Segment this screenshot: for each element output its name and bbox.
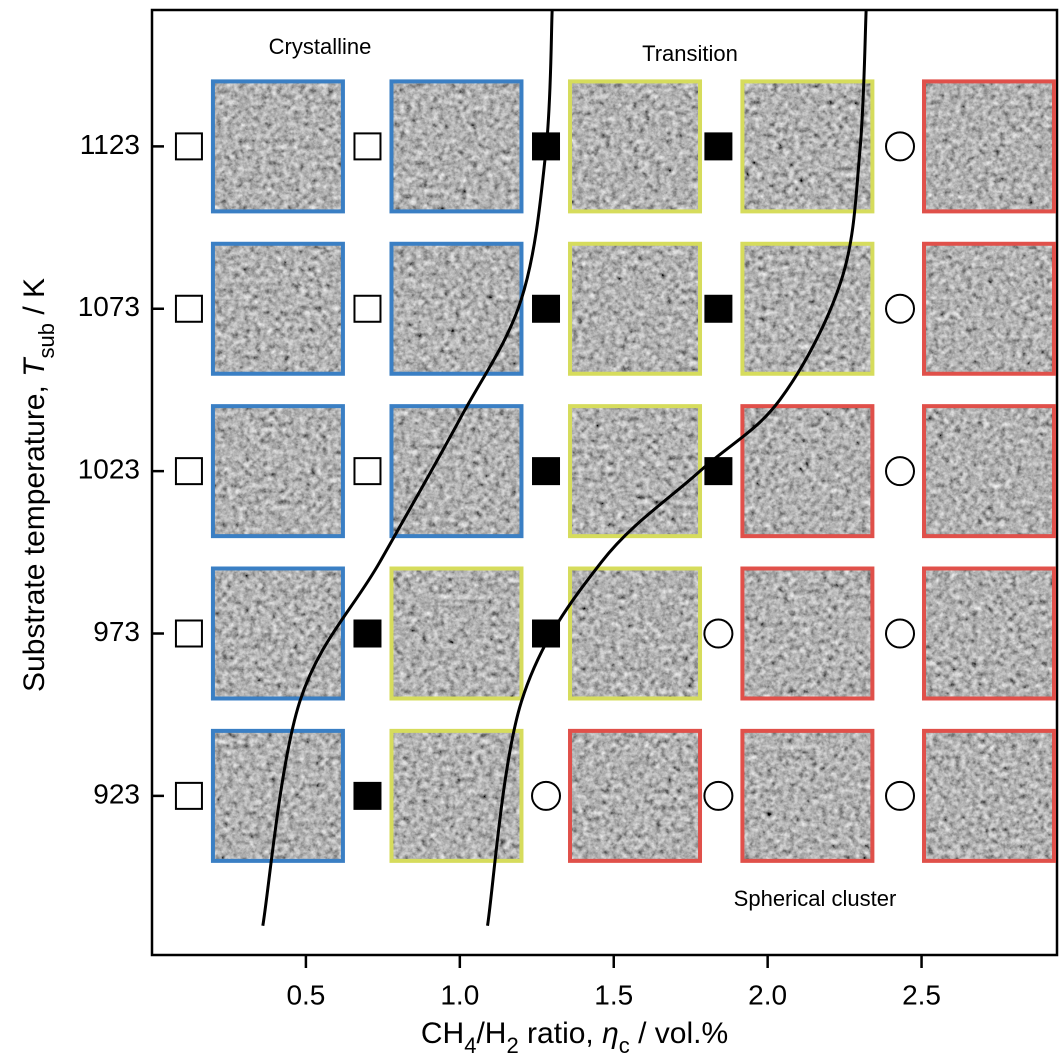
axis-label-part: 2 — [506, 1033, 518, 1058]
micrograph — [742, 569, 872, 699]
x-tick-label: 2.5 — [902, 979, 941, 1010]
marker — [704, 620, 732, 648]
marker — [886, 457, 914, 485]
axis-label-part: η — [602, 1017, 619, 1050]
marker — [532, 782, 560, 810]
micrograph — [213, 731, 343, 861]
micrograph — [570, 569, 700, 699]
micrograph — [391, 569, 521, 699]
micrograph — [924, 244, 1054, 374]
micrograph — [924, 81, 1054, 211]
micrograph — [213, 244, 343, 374]
axis-label-part: / vol.% — [630, 1017, 728, 1050]
marker — [354, 783, 380, 809]
y-tick-label: 923 — [93, 778, 140, 809]
x-tick-label: 1.5 — [594, 979, 633, 1010]
micrograph — [742, 81, 872, 211]
axis-label-part: /H — [476, 1017, 506, 1050]
marker — [176, 133, 202, 159]
region-label: Crystalline — [269, 34, 372, 59]
marker — [886, 132, 914, 160]
micrograph — [213, 406, 343, 536]
marker — [886, 782, 914, 810]
micrograph — [924, 731, 1054, 861]
micrograph — [391, 81, 521, 211]
y-axis-label: Substrate temperature, Tsub / K — [18, 278, 59, 692]
axis-label-part: / K — [18, 278, 51, 323]
x-axis-label: CH4/H2 ratio, ηc / vol.% — [421, 1017, 728, 1058]
marker — [354, 133, 380, 159]
y-tick-label: 1123 — [80, 129, 140, 160]
marker — [705, 133, 731, 159]
axis-label-part: Substrate temperature, — [18, 377, 51, 692]
region-label: Transition — [642, 41, 738, 66]
axis-label-part: sub — [34, 323, 59, 358]
marker — [705, 458, 731, 484]
micrograph — [391, 244, 521, 374]
marker — [354, 458, 380, 484]
x-tick-label: 2.0 — [748, 979, 787, 1010]
marker — [886, 620, 914, 648]
micrograph — [570, 406, 700, 536]
y-tick-label: 1023 — [78, 454, 140, 485]
axis-label-part: ratio, — [519, 1017, 602, 1050]
marker — [533, 621, 559, 647]
micrograph — [213, 81, 343, 211]
x-tick-label: 1.0 — [440, 979, 479, 1010]
micrograph — [742, 406, 872, 536]
axis-label-part: 4 — [464, 1033, 476, 1058]
axis-label-part: CH — [421, 1017, 464, 1050]
micrograph — [213, 569, 343, 699]
micrograph — [924, 406, 1054, 536]
marker — [354, 296, 380, 322]
marker — [533, 458, 559, 484]
marker — [176, 296, 202, 322]
marker — [533, 133, 559, 159]
marker — [704, 782, 732, 810]
axis-label-part: c — [619, 1033, 630, 1058]
marker — [886, 295, 914, 323]
marker — [176, 458, 202, 484]
y-tick-label: 973 — [93, 616, 140, 647]
micrograph — [570, 81, 700, 211]
marker — [176, 621, 202, 647]
x-tick-label: 0.5 — [286, 979, 325, 1010]
marker — [705, 296, 731, 322]
y-tick-label: 1073 — [78, 291, 140, 322]
micrograph — [742, 731, 872, 861]
marker — [176, 783, 202, 809]
marker — [354, 621, 380, 647]
micrograph — [570, 731, 700, 861]
region-label: Spherical cluster — [734, 886, 897, 911]
micrograph — [570, 244, 700, 374]
micrograph — [924, 569, 1054, 699]
marker — [533, 296, 559, 322]
